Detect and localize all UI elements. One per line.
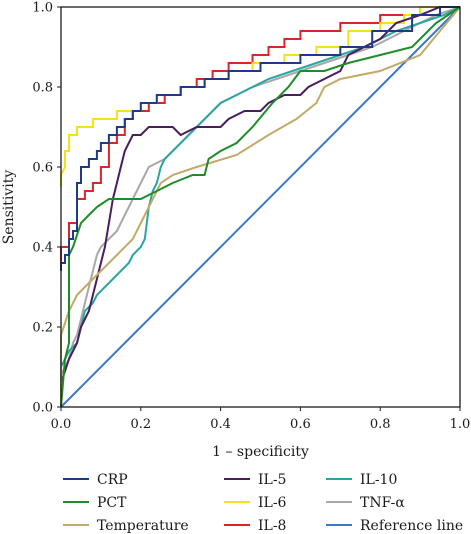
legend-label: IL-10 <box>360 472 397 488</box>
legend-label: IL-5 <box>258 472 286 488</box>
legend-label: CRP <box>97 472 128 488</box>
y-tick-label: 0.8 <box>32 81 53 96</box>
plot-frame <box>60 6 461 408</box>
tick-layer: 0.0 0.2 0.4 0.6 0.8 1.0 0.0 0.2 0.4 0.6 0.8 1.0 <box>32 1 470 433</box>
series-line-reference-line <box>60 6 461 408</box>
legend-label: IL-6 <box>258 495 287 511</box>
y-tick-label: 0.2 <box>32 321 53 336</box>
x-tick-label: 0.6 <box>290 417 311 432</box>
y-tick-label: 1.0 <box>32 1 53 16</box>
y-tick-label: 0.0 <box>32 401 53 416</box>
y-tick-label: 0.6 <box>32 161 53 176</box>
legend-item-reference-line: Reference line <box>326 518 463 534</box>
x-tick-label: 1.0 <box>450 417 471 432</box>
series-line-il-10 <box>60 6 461 368</box>
legend-item-tnf: TNF-α <box>326 495 405 511</box>
y-tick-label: 0.4 <box>32 241 53 256</box>
x-tick-label: 0.4 <box>210 417 231 432</box>
series-layer <box>60 6 461 408</box>
legend-item-pct: PCT <box>63 495 127 511</box>
legend-label: PCT <box>97 495 127 511</box>
series-line-crp <box>60 6 460 271</box>
x-tick-label: 0.2 <box>130 417 151 432</box>
legend-label: TNF-α <box>360 495 405 511</box>
y-axis-label: Sensitivity <box>1 170 17 245</box>
legend-label: Reference line <box>360 518 463 534</box>
legend-label: Temperature <box>97 518 189 534</box>
legend-label: IL-8 <box>258 518 286 534</box>
legend-item-il-10: IL-10 <box>326 472 397 488</box>
legend: CRP PCT Temperature IL-5 IL-6 IL-8 IL-10 TNF-α R… <box>63 472 463 534</box>
legend-item-crp: CRP <box>63 472 128 488</box>
x-tick-label: 0.0 <box>51 417 72 432</box>
legend-item-il-8: IL-8 <box>224 518 286 534</box>
series-line-pct <box>60 6 461 408</box>
legend-item-il-5: IL-5 <box>224 472 286 488</box>
x-axis-label: 1 – specificity <box>212 444 309 460</box>
x-tick-label: 0.8 <box>370 417 391 432</box>
legend-item-temperature: Temperature <box>63 518 189 534</box>
series-line-temperature <box>60 6 461 407</box>
legend-item-il-6: IL-6 <box>224 495 287 511</box>
